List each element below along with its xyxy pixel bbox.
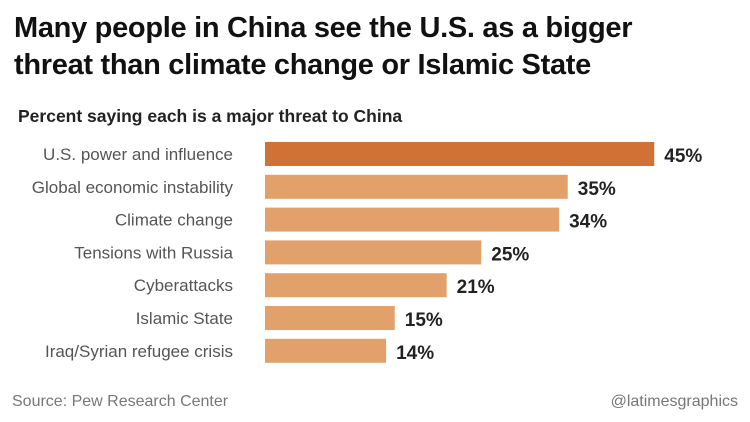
title-line-2: threat than climate change or Islamic St… bbox=[14, 49, 591, 81]
chart-title: Many people in China see the U.S. as a b… bbox=[14, 10, 633, 84]
value-label: 14% bbox=[396, 343, 434, 364]
value-label: 25% bbox=[491, 244, 529, 265]
bar-2 bbox=[265, 207, 560, 232]
chart-subtitle: Percent saying each is a major threat to… bbox=[18, 106, 403, 126]
category-label: Cyberattacks bbox=[134, 276, 233, 295]
category-label: Islamic State bbox=[136, 309, 233, 328]
category-label: Iraq/Syrian refugee crisis bbox=[45, 342, 233, 361]
credit: @latimesgraphics bbox=[610, 393, 738, 410]
value-label: 21% bbox=[457, 277, 495, 298]
title-line-1: Many people in China see the U.S. as a b… bbox=[14, 12, 633, 44]
value-label: 15% bbox=[405, 310, 443, 331]
bar-1 bbox=[265, 174, 568, 199]
value-label: 34% bbox=[569, 212, 607, 233]
category-label: Tensions with Russia bbox=[74, 243, 233, 262]
value-label: 45% bbox=[664, 146, 702, 167]
source-note: Source: Pew Research Center bbox=[12, 393, 229, 410]
bar-5 bbox=[265, 306, 395, 330]
bar-3 bbox=[265, 240, 482, 265]
value-label: 35% bbox=[578, 179, 616, 200]
category-label: Climate change bbox=[115, 211, 233, 230]
category-label: U.S. power and influence bbox=[43, 145, 233, 164]
bar-0 bbox=[265, 142, 655, 166]
category-label: Global economic instability bbox=[32, 178, 234, 197]
bar-6 bbox=[265, 338, 387, 363]
bar-4 bbox=[265, 273, 447, 298]
